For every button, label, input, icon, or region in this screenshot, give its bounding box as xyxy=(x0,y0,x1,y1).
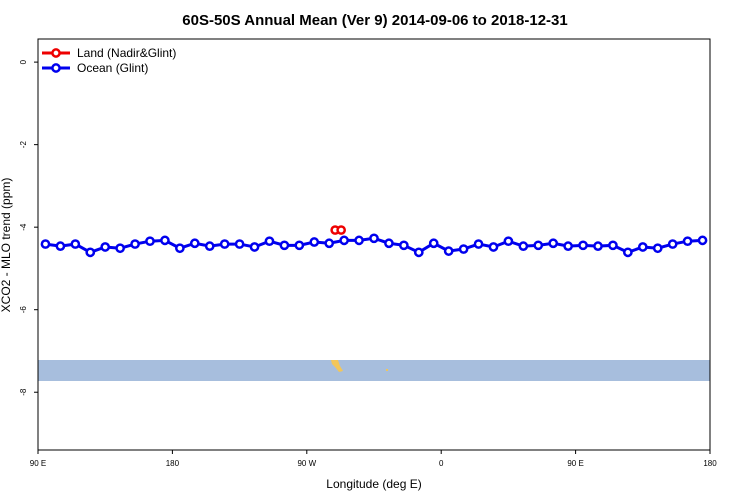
data-point xyxy=(488,242,499,252)
x-tick-label: 0 xyxy=(439,459,444,468)
data-point xyxy=(40,239,51,249)
data-point xyxy=(219,239,230,249)
data-point xyxy=(249,242,260,252)
data-point xyxy=(623,247,633,258)
data-point xyxy=(160,235,170,246)
data-point xyxy=(443,246,454,256)
data-point xyxy=(189,238,200,249)
legend-marker xyxy=(51,63,61,73)
data-point xyxy=(637,242,648,252)
y-tick-label: -6 xyxy=(19,306,28,314)
data-point xyxy=(518,241,529,252)
data-point xyxy=(115,243,125,254)
chart-title: 60S-50S Annual Mean (Ver 9) 2014-09-06 t… xyxy=(182,12,567,29)
legend-label: Ocean (Glint) xyxy=(77,61,148,75)
data-point xyxy=(682,236,693,247)
data-point xyxy=(548,238,559,249)
data-point xyxy=(336,225,346,235)
data-point xyxy=(130,239,140,249)
data-point xyxy=(294,240,305,251)
data-point xyxy=(324,238,335,249)
data-point xyxy=(309,237,320,247)
y-tick-label: 0 xyxy=(19,59,28,64)
data-point xyxy=(384,238,394,249)
data-point xyxy=(413,247,424,258)
data-point xyxy=(369,233,379,244)
legend-label: Land (Nadir&Glint) xyxy=(77,46,176,60)
x-tick-label: 90 E xyxy=(567,459,583,468)
data-point xyxy=(697,235,708,246)
data-point xyxy=(578,240,588,251)
data-point xyxy=(399,240,409,251)
data-point xyxy=(264,236,275,247)
data-point xyxy=(563,241,573,252)
x-tick-label: 180 xyxy=(166,459,180,468)
data-point xyxy=(279,240,290,251)
data-point xyxy=(667,239,678,249)
x-axis-label: Longitude (deg E) xyxy=(326,477,421,491)
data-point xyxy=(234,239,245,249)
data-point xyxy=(608,240,618,251)
data-point xyxy=(533,240,544,251)
data-point xyxy=(354,235,364,246)
data-point xyxy=(503,236,514,247)
x-tick-label: 90 W xyxy=(297,459,316,468)
data-point xyxy=(100,242,111,252)
data-point xyxy=(85,247,96,258)
y-tick-label: -8 xyxy=(19,388,28,396)
data-point xyxy=(458,244,469,254)
data-point xyxy=(428,238,439,249)
data-point xyxy=(339,235,349,246)
data-point xyxy=(593,241,603,252)
x-tick-label: 180 xyxy=(703,459,717,468)
y-tick-label: -2 xyxy=(19,141,28,149)
data-point xyxy=(55,241,66,252)
data-point xyxy=(652,243,663,254)
x-tick-label: 90 E xyxy=(30,459,46,468)
data-point xyxy=(70,239,81,249)
y-axis-label: XCO2 - MLO trend (ppm) xyxy=(0,178,13,313)
data-point xyxy=(473,239,484,249)
legend-marker xyxy=(51,48,61,58)
data-point xyxy=(145,236,155,247)
plot-frame xyxy=(37,38,711,451)
data-point xyxy=(175,243,185,254)
map-strip xyxy=(38,360,710,381)
data-point xyxy=(204,241,215,252)
y-tick-label: -4 xyxy=(19,223,28,231)
